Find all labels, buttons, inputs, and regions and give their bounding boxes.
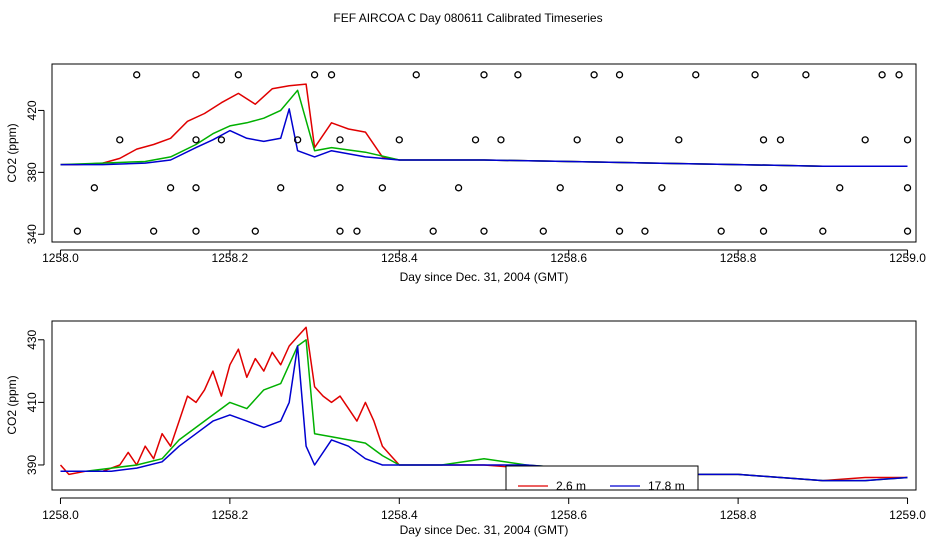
- calibration-marker: [73, 227, 82, 235]
- figure-title: FEF AIRCOA C Day 080611 Calibrated Times…: [333, 11, 602, 25]
- calibration-marker: [573, 136, 581, 144]
- calibration-marker: [336, 136, 344, 144]
- legend-label-2.6m: 2.6 m: [556, 479, 586, 493]
- calibration-marker: [878, 71, 886, 79]
- x-tick-label: 1258.8: [720, 251, 757, 265]
- calibration-marker: [480, 71, 488, 79]
- series-line-0: [60, 83, 908, 167]
- calibration-marker: [802, 71, 810, 79]
- x-tick-label: 1258.4: [381, 251, 418, 265]
- calibration-marker: [759, 227, 768, 235]
- series-line-1: [60, 89, 908, 167]
- calibration-marker: [217, 136, 226, 144]
- calibration-marker: [192, 136, 200, 144]
- calibration-marker: [615, 136, 624, 144]
- y-tick-label: 420: [25, 100, 39, 120]
- calibration-marker: [251, 227, 259, 235]
- calibration-marker: [514, 71, 522, 79]
- series-line-2: [60, 345, 908, 482]
- y-tick-label: 390: [25, 455, 39, 475]
- calibration-marker: [192, 71, 200, 79]
- calibration-marker: [327, 71, 336, 79]
- top-panel: Day since Dec. 31, 2004 (GMT) CO2 (ppm) …: [5, 63, 926, 284]
- calibration-marker: [759, 136, 768, 144]
- calibration-marker: [903, 227, 912, 235]
- calibration-marker: [395, 136, 403, 144]
- calibration-marker: [836, 184, 844, 192]
- calibration-marker: [192, 184, 200, 192]
- calibration-marker: [471, 136, 480, 144]
- series-line-1: [60, 339, 908, 482]
- series-line-2: [60, 108, 908, 167]
- calibration-marker: [310, 71, 319, 79]
- calibration-marker: [429, 227, 437, 235]
- calibration-marker: [615, 227, 624, 235]
- bottom-y-axis-label: CO2 (ppm): [5, 375, 19, 434]
- calibration-marker: [717, 227, 725, 235]
- calibration-marker: [353, 227, 361, 235]
- calibration-marker: [556, 184, 564, 192]
- calibration-marker: [861, 136, 869, 144]
- legend: 2.6 m 17.8 m: [505, 465, 699, 493]
- top-x-axis-label: Day since Dec. 31, 2004 (GMT): [400, 270, 569, 284]
- calibration-marker: [615, 71, 624, 79]
- top-y-axis-label: CO2 (ppm): [5, 123, 19, 182]
- calibration-marker: [90, 184, 99, 192]
- x-tick-label: 1258.6: [550, 508, 587, 522]
- top-plot-frame: [51, 63, 917, 243]
- y-tick-label: 340: [25, 224, 39, 244]
- calibration-marker: [133, 71, 141, 79]
- calibration-marker: [615, 184, 624, 192]
- bottom-plot-frame: [51, 320, 917, 491]
- calibration-marker: [234, 71, 243, 79]
- x-tick-label: 1258.6: [550, 251, 587, 265]
- x-tick-label: 1259.0: [889, 251, 926, 265]
- calibration-marker: [539, 227, 547, 235]
- calibration-marker: [336, 227, 344, 235]
- x-tick-label: 1258.0: [42, 251, 79, 265]
- calibration-marker: [819, 227, 827, 235]
- x-tick-label: 1258.2: [212, 508, 249, 522]
- calibration-marker: [776, 136, 785, 144]
- bottom-panel: Day since Dec. 31, 2004 (GMT) CO2 (ppm) …: [5, 320, 926, 537]
- calibration-marker: [903, 136, 912, 144]
- calibration-marker: [192, 227, 200, 235]
- calibration-marker: [590, 71, 598, 79]
- x-tick-label: 1259.0: [889, 508, 926, 522]
- calibration-marker: [412, 71, 420, 79]
- calibration-marker: [166, 184, 175, 192]
- bottom-x-axis-label: Day since Dec. 31, 2004 (GMT): [400, 523, 569, 537]
- calibration-marker: [277, 184, 285, 192]
- y-tick-label: 410: [25, 392, 39, 412]
- x-tick-label: 1258.2: [212, 251, 249, 265]
- x-tick-label: 1258.8: [720, 508, 757, 522]
- calibration-marker: [378, 184, 387, 192]
- calibration-marker: [116, 136, 124, 144]
- calibration-marker: [759, 184, 768, 192]
- y-tick-label: 430: [25, 329, 39, 349]
- calibration-marker: [454, 184, 463, 192]
- calibration-marker: [675, 136, 683, 144]
- calibration-marker: [497, 136, 505, 144]
- calibration-marker: [734, 184, 742, 192]
- calibration-marker: [751, 71, 759, 79]
- x-tick-label: 1258.4: [381, 508, 418, 522]
- calibration-marker: [658, 184, 666, 192]
- series-line-0: [59, 326, 908, 482]
- calibration-marker: [149, 227, 158, 235]
- calibration-marker: [293, 136, 302, 144]
- calibration-marker: [895, 71, 903, 79]
- calibration-marker: [336, 184, 344, 192]
- calibration-marker: [903, 184, 912, 192]
- legend-label-17.8m: 17.8 m: [648, 479, 685, 493]
- calibration-marker: [480, 227, 488, 235]
- y-tick-label: 380: [25, 162, 39, 182]
- x-tick-label: 1258.0: [42, 508, 79, 522]
- calibration-marker: [692, 71, 700, 79]
- calibration-marker: [641, 227, 649, 235]
